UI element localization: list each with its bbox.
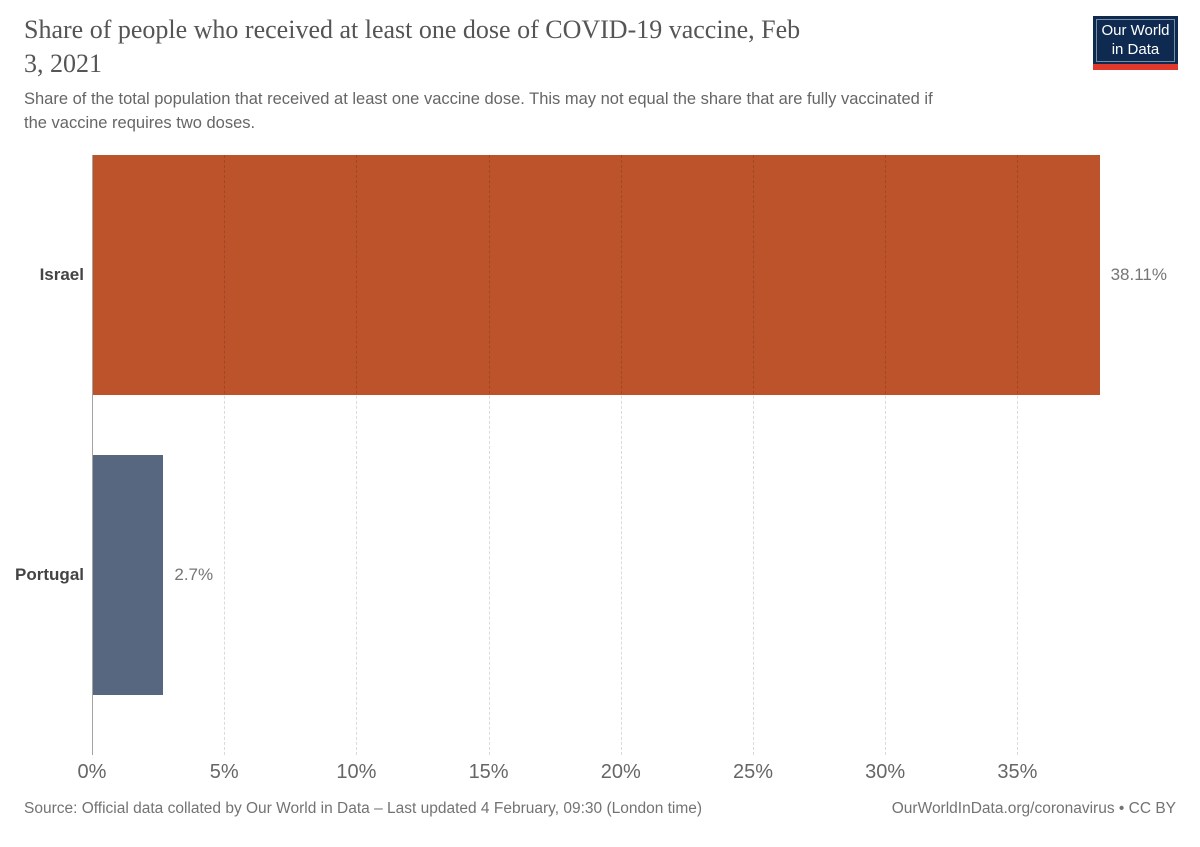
category-label-israel: Israel — [39, 265, 84, 284]
gridline-20pct — [620, 155, 622, 755]
owid-logo-line2: in Data — [1111, 40, 1160, 58]
license-link[interactable]: OurWorldInData.org/coronavirus • CC BY — [891, 800, 1176, 817]
x-tick-10pct: 10% — [336, 761, 377, 783]
value-label-israel: 38.11% — [1110, 265, 1167, 284]
gridline-35pct — [1017, 155, 1019, 755]
value-label-portugal: 2.7% — [174, 565, 214, 584]
owid-logo-text: Our World in Data — [1101, 22, 1169, 64]
x-tick-15pct: 15% — [468, 761, 509, 783]
owid-logo-inner-border — [1096, 19, 1175, 62]
x-tick-25pct: 25% — [732, 761, 773, 783]
chart-footer: Source: Official data collated by Our Wo… — [24, 800, 1176, 818]
gridline-30pct — [885, 155, 887, 755]
gridline-25pct — [752, 155, 754, 755]
owid-logo-line1: Our World — [1101, 22, 1170, 40]
bar-israel[interactable] — [92, 155, 1100, 395]
x-tick-35pct: 35% — [997, 761, 1038, 783]
x-tick-20pct: 20% — [600, 761, 641, 783]
category-label-portugal: Portugal — [15, 565, 84, 584]
gridline-15pct — [488, 155, 490, 755]
owid-logo[interactable]: Our World in Data — [1093, 16, 1178, 70]
x-tick-0pct: 0% — [77, 761, 107, 783]
bar-portugal[interactable] — [92, 455, 164, 695]
source-note: Source: Official data collated by Our Wo… — [24, 800, 703, 817]
gridline-5pct — [224, 155, 226, 755]
chart-subtitle: Share of the total population that recei… — [24, 90, 933, 132]
x-tick-5pct: 5% — [209, 761, 239, 783]
gridline-10pct — [356, 155, 358, 755]
x-tick-30pct: 30% — [865, 761, 906, 783]
owid-logo-red-stripe — [1093, 64, 1178, 70]
chart-title: Share of people who received at least on… — [24, 15, 801, 78]
x-axis-zero-line — [92, 155, 93, 755]
